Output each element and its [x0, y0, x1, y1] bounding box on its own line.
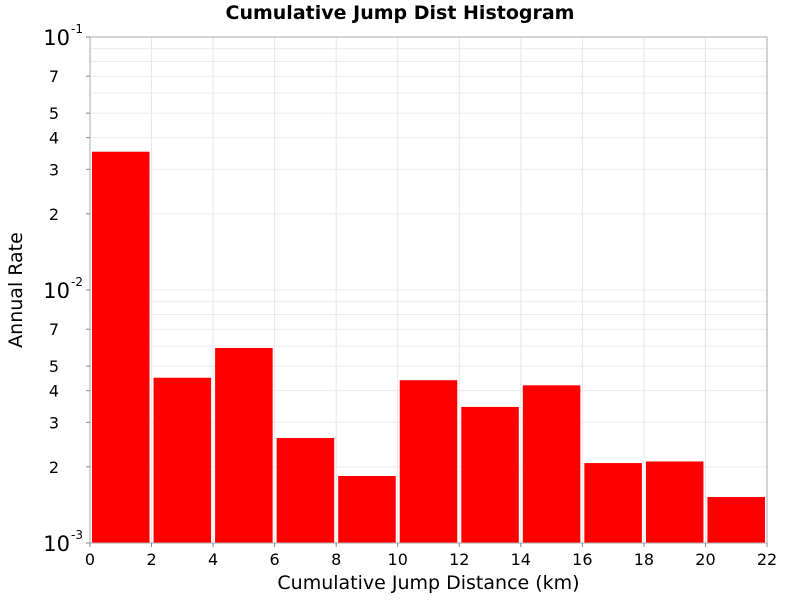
x-tick-label: 10: [388, 550, 408, 569]
x-tick-label: 14: [511, 550, 531, 569]
histogram-bar: [215, 347, 273, 543]
y-tick-label-exponent: -3: [71, 528, 83, 542]
y-tick-label-major: 10: [43, 26, 70, 50]
y-tick-label-exponent: -2: [71, 275, 83, 289]
histogram-bar: [399, 380, 458, 543]
y-tick-label-minor: 5: [49, 357, 59, 376]
histogram-bar: [461, 406, 519, 543]
x-tick-label: 4: [208, 550, 218, 569]
y-tick-label-minor: 5: [49, 104, 59, 123]
y-tick-label-minor: 7: [49, 67, 59, 86]
x-axis-label: Cumulative Jump Distance (km): [277, 572, 580, 594]
x-axis-ticks: 0 2 4 6 8 10 12 14 16 18 20 22: [85, 543, 777, 569]
chart-title: Cumulative Jump Dist Histogram: [225, 2, 575, 24]
histogram-bar: [522, 385, 581, 543]
histogram-bar: [645, 461, 704, 543]
x-tick-label: 8: [331, 550, 341, 569]
histogram-bar: [153, 377, 212, 543]
histogram-bar: [276, 438, 335, 543]
x-tick-label: 6: [270, 550, 280, 569]
y-tick-label-minor: 3: [49, 413, 59, 432]
x-tick-label: 16: [572, 550, 592, 569]
histogram-bar: [707, 496, 765, 543]
y-tick-label-minor: 4: [49, 129, 59, 148]
y-tick-label-major: 10: [43, 279, 70, 303]
x-tick-label: 2: [146, 550, 156, 569]
histogram-bar: [584, 463, 642, 543]
x-tick-label: 18: [634, 550, 654, 569]
y-tick-label-minor: 2: [49, 458, 59, 477]
y-tick-label-major: 10: [43, 532, 70, 556]
x-tick-label: 12: [449, 550, 469, 569]
x-tick-label: 0: [85, 550, 95, 569]
histogram-bar: [338, 476, 396, 543]
y-tick-label-minor: 3: [49, 160, 59, 179]
x-tick-label: 22: [757, 550, 777, 569]
histogram-bar: [92, 151, 150, 543]
y-tick-label-exponent: -1: [71, 22, 83, 36]
x-tick-label: 20: [695, 550, 715, 569]
bars: [92, 151, 765, 543]
y-tick-label-minor: 4: [49, 382, 59, 401]
y-tick-label-minor: 7: [49, 320, 59, 339]
y-tick-label-minor: 2: [49, 205, 59, 224]
